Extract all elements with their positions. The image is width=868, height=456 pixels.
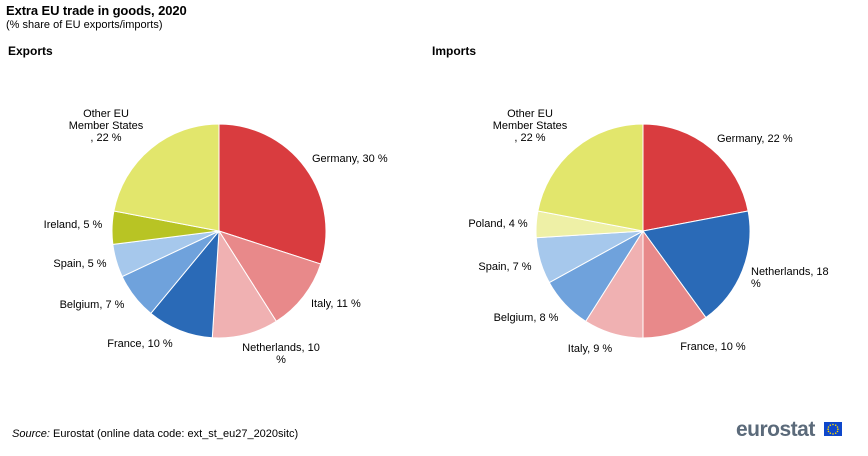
imports-slice-label-3: Italy, 9 % [568, 343, 613, 355]
exports-slice-label-2: Netherlands, 10% [242, 342, 320, 366]
imports-slice-label-6: Poland, 4 % [468, 218, 528, 230]
exports-slice-1 [217, 230, 322, 323]
exports-slice-label-1: Italy, 11 % [311, 298, 361, 310]
logo-text: eurostat [736, 418, 815, 441]
exports-pie-title: Exports [8, 44, 53, 58]
imports-slice-label-2: France, 10 % [680, 341, 746, 353]
imports-slice-label-7: Other EU Member States, 22 % [493, 108, 568, 144]
imports-slice-0 [642, 123, 749, 232]
imports-slice-label-0: Germany, 22 % [717, 133, 793, 145]
eurostat-logo: eurostat [736, 418, 860, 442]
eu-flag-icon [824, 422, 842, 436]
imports-slice-1 [642, 210, 751, 319]
exports-slice-label-5: Spain, 5 % [53, 258, 106, 270]
exports-slice-0 [218, 123, 327, 265]
exports-slice-7 [113, 123, 220, 232]
exports-slice-label-0: Germany, 30 % [312, 153, 388, 165]
imports-slice-label-5: Spain, 7 % [478, 261, 531, 273]
imports-pie-title: Imports [432, 44, 477, 58]
exports-slice-label-3: France, 10 % [107, 338, 173, 350]
imports-slice-label-1: Netherlands, 18% [751, 266, 829, 290]
imports-slice-label-4: Belgium, 8 % [494, 312, 559, 324]
chart-subtitle: (% share of EU exports/imports) [6, 19, 163, 31]
exports-slice-label-7: Other EU Member States, 22 % [69, 108, 144, 144]
exports-slice-label-4: Belgium, 7 % [60, 299, 125, 311]
source-label: Source: [12, 428, 50, 440]
chart-title: Extra EU trade in goods, 2020 [6, 3, 187, 18]
source-text: Eurostat (online data code: ext_st_eu27_… [52, 428, 299, 440]
exports-slice-label-6: Ireland, 5 % [44, 219, 103, 231]
imports-slice-7 [537, 123, 644, 232]
source-note: Source: Eurostat (online data code: ext_… [12, 428, 298, 440]
